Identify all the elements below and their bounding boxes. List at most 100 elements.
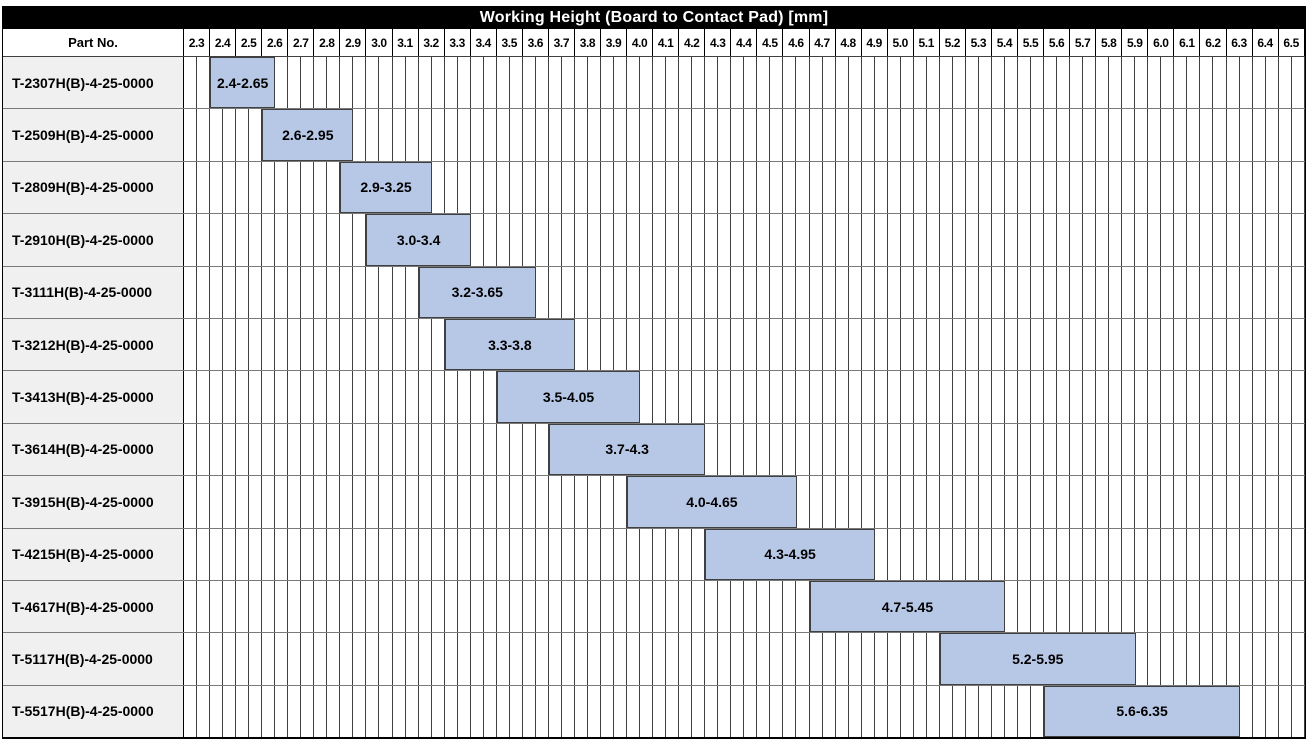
grid-cell	[1083, 580, 1097, 633]
grid-cell	[836, 214, 849, 266]
grid-cell	[640, 318, 654, 371]
grid-cell	[783, 685, 797, 738]
grid-cell	[562, 57, 575, 109]
grid-cell	[223, 685, 237, 738]
grid-cell	[849, 423, 862, 476]
grid-cell	[810, 423, 823, 476]
grid-cell	[992, 214, 1005, 266]
grid-cell	[1292, 214, 1305, 266]
grid-cell	[458, 528, 471, 580]
grid-cell	[1070, 57, 1084, 109]
grid-cell	[1057, 528, 1071, 580]
grid-cell	[862, 109, 875, 161]
grid-cell	[731, 580, 745, 633]
grid-cell	[419, 423, 432, 476]
grid-cell	[184, 214, 198, 266]
grid-cell	[849, 214, 862, 266]
grid-cell	[1096, 214, 1110, 266]
grid-cell	[810, 266, 823, 318]
grid-cell	[432, 685, 445, 738]
grid-cell	[653, 161, 667, 214]
grid-cell	[1266, 633, 1279, 685]
grid-cell	[796, 371, 810, 423]
grid-cell	[627, 528, 641, 580]
grid-cell	[1018, 423, 1032, 476]
grid-cell	[823, 476, 836, 528]
grid-cell	[1083, 318, 1097, 371]
grid-cell	[406, 685, 419, 738]
grid-cell	[666, 633, 680, 685]
grid-cell	[471, 57, 484, 109]
grid-cell	[783, 318, 797, 371]
grid-cell	[184, 109, 198, 161]
table-row: T-5517H(B)-4-25-0000 5.6-6.35	[3, 685, 1305, 738]
grid-cell	[705, 685, 719, 738]
grid-cell	[1083, 161, 1097, 214]
grid-cell	[692, 580, 706, 633]
axis-tick-label: 2.3	[184, 29, 211, 56]
grid-cell	[966, 371, 979, 423]
grid-cell	[927, 685, 940, 738]
grid-cell	[796, 476, 810, 528]
table-row: T-3915H(B)-4-25-0000 4.0-4.65	[3, 476, 1305, 529]
grid-cell	[1200, 57, 1214, 109]
grid-cell	[1070, 214, 1084, 266]
grid-cell	[549, 161, 562, 214]
grid-cell	[1057, 214, 1071, 266]
grid-cell	[836, 57, 849, 109]
grid-cell	[1174, 528, 1188, 580]
chart-title: Working Height (Board to Contact Pad) [m…	[3, 6, 1305, 29]
grid-cell	[640, 685, 654, 738]
grid-cell	[1253, 423, 1266, 476]
grid-cell	[1266, 528, 1279, 580]
grid-cell	[810, 371, 823, 423]
grid-cell	[1240, 685, 1253, 738]
grid-cell	[757, 109, 771, 161]
grid-cell	[471, 371, 484, 423]
grid-cell	[1109, 161, 1123, 214]
working-height-chart: Working Height (Board to Contact Pad) [m…	[2, 6, 1306, 739]
grid-cell	[445, 161, 458, 214]
grid-cell	[666, 580, 680, 633]
grid-cell	[393, 318, 406, 371]
grid-cell	[288, 476, 302, 528]
grid-cell	[810, 476, 823, 528]
grid-cell	[1174, 633, 1188, 685]
grid-cell	[275, 685, 289, 738]
grid-cell	[314, 371, 328, 423]
grid-cell	[432, 633, 445, 685]
grid-cell	[1005, 371, 1018, 423]
grid-cell	[783, 161, 797, 214]
grid-cell	[1227, 109, 1240, 161]
grid-cell	[1279, 109, 1292, 161]
grid-cell	[588, 214, 601, 266]
grid-cell	[1148, 109, 1162, 161]
grid-cell	[432, 580, 445, 633]
grid-cell	[184, 580, 198, 633]
grid-cell	[849, 685, 862, 738]
grid-cell	[875, 633, 888, 685]
grid-cell	[471, 580, 484, 633]
grid-cell	[888, 214, 901, 266]
grid-cell	[731, 57, 745, 109]
grid-cell	[783, 214, 797, 266]
grid-cell	[810, 161, 823, 214]
grid-cell	[888, 528, 901, 580]
grid-cell	[705, 109, 719, 161]
grid-cell	[953, 423, 966, 476]
grid-cell	[1240, 161, 1253, 214]
grid-cell	[1057, 318, 1071, 371]
grid-cell	[262, 161, 276, 214]
grid-cell	[953, 214, 966, 266]
grid-cell	[849, 318, 862, 371]
grid-cell	[1005, 476, 1018, 528]
grid-cell	[940, 266, 953, 318]
grid-cell	[640, 57, 654, 109]
grid-cell	[1227, 423, 1240, 476]
grid-cell	[471, 161, 484, 214]
grid-cell	[1018, 528, 1032, 580]
grid-cell	[184, 685, 198, 738]
grid-cell	[1227, 528, 1240, 580]
grid-cell	[562, 266, 575, 318]
grid-cell	[379, 318, 393, 371]
